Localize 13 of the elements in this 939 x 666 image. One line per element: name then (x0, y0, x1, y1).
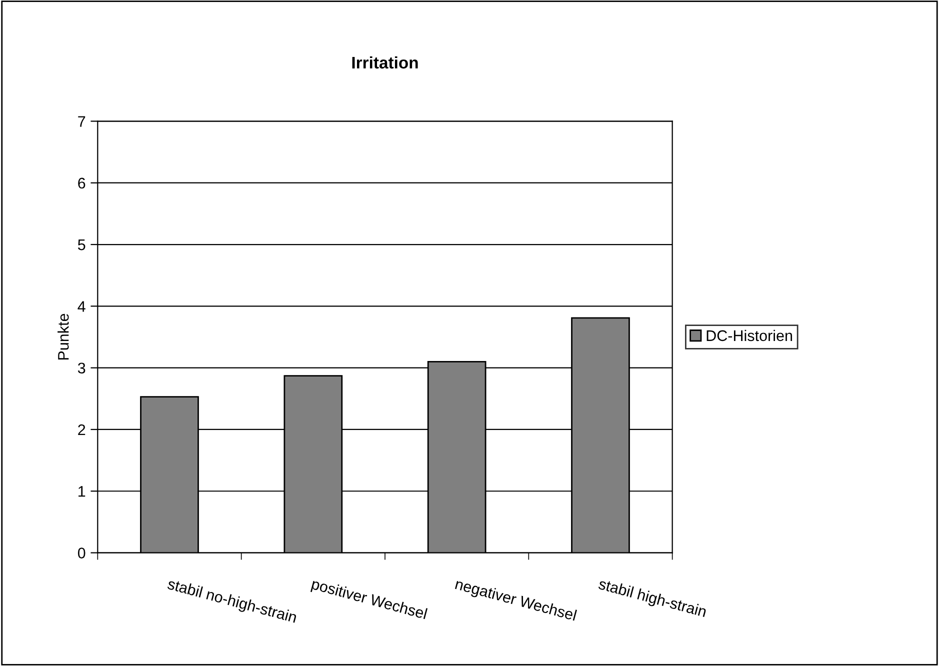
x-tick-label: negativer Wechsel (454, 578, 577, 624)
y-tick-label: 3 (78, 362, 86, 374)
chart-title: Irritation (352, 56, 418, 69)
legend-label: DC-Historien (706, 330, 792, 342)
y-tick-label: 4 (78, 301, 86, 312)
y-tick-label: 6 (78, 178, 86, 189)
y-tick-label: 1 (78, 486, 86, 497)
y-tick-label: 7 (78, 116, 86, 127)
y-tick-label: 2 (78, 424, 86, 436)
y-tick-label: 0 (78, 548, 86, 558)
x-tick-label: positiver Wechsel (310, 578, 428, 622)
y-tick-label: 5 (78, 240, 86, 250)
y-axis-title: Punkte (58, 314, 69, 360)
